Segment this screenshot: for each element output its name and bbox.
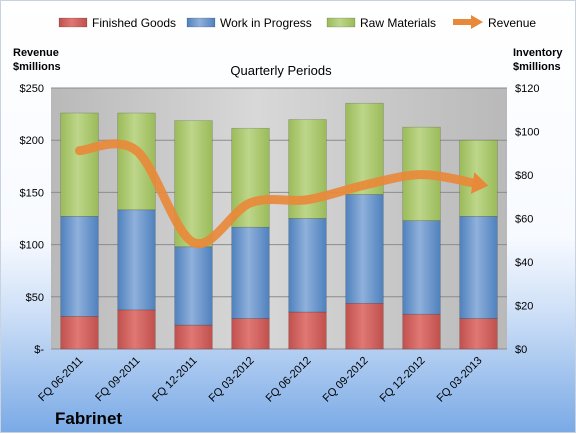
- left-tick-label: $200: [20, 135, 44, 147]
- left-axis-label-line2: $millions: [13, 61, 61, 73]
- bar-segment-finished-goods: [118, 310, 156, 349]
- right-tick-label: $120: [515, 83, 539, 95]
- right-tick-label: $80: [515, 170, 533, 182]
- legend-swatch-work-in-progress: [187, 18, 215, 27]
- right-axis-label-line2: $millions: [513, 61, 561, 73]
- bar-segment-work-in-progress: [175, 247, 213, 325]
- chart-title: Quarterly Periods: [230, 63, 332, 78]
- x-tick-label: FQ 12-2011: [150, 355, 199, 404]
- bar-segment-work-in-progress: [232, 227, 270, 318]
- x-tick-label: FQ 09-2012: [321, 355, 371, 405]
- bar-segment-finished-goods: [346, 303, 384, 349]
- x-tick-label: FQ 03-2013: [435, 355, 485, 405]
- bar-segment-finished-goods: [460, 319, 498, 349]
- x-tick-label: FQ 12-2012: [378, 355, 428, 405]
- x-tick-label: FQ 06-2012: [264, 355, 314, 405]
- legend-swatch-finished-goods: [59, 18, 87, 27]
- right-axis-label-line1: Inventory: [513, 47, 563, 59]
- legend-label: Revenue: [488, 16, 536, 30]
- right-tick-label: $40: [515, 257, 533, 269]
- bar-segment-work-in-progress: [403, 221, 441, 315]
- right-tick-label: $20: [515, 301, 533, 313]
- left-tick-label: $150: [20, 187, 44, 199]
- left-tick-label: $-: [34, 344, 44, 356]
- legend-label: Raw Materials: [360, 16, 436, 30]
- left-tick-label: $250: [20, 83, 44, 95]
- x-tick-label: FQ 03-2012: [207, 355, 257, 405]
- x-tick-label: FQ 09-2011: [93, 355, 142, 404]
- legend-swatch-raw-materials: [327, 18, 355, 27]
- bar-segment-work-in-progress: [289, 219, 327, 313]
- bar-segment-finished-goods: [289, 312, 327, 349]
- bar-segment-finished-goods: [175, 325, 213, 349]
- right-tick-label: $0: [515, 344, 527, 356]
- left-tick-label: $50: [26, 292, 44, 304]
- legend-label: Finished Goods: [92, 16, 176, 30]
- bar-segment-work-in-progress: [460, 216, 498, 318]
- right-tick-label: $100: [515, 127, 539, 139]
- company-name: Fabrinet: [55, 409, 122, 428]
- right-tick-label: $60: [515, 214, 533, 226]
- bar-segment-work-in-progress: [118, 210, 156, 310]
- bar-segment-finished-goods: [61, 316, 99, 349]
- x-tick-label: FQ 06-2011: [36, 355, 85, 404]
- legend-swatch-revenue-arrow: [471, 15, 483, 29]
- left-axis-label-line1: Revenue: [13, 47, 59, 59]
- bar-segment-work-in-progress: [61, 216, 99, 316]
- bar-segment-raw-materials: [61, 113, 99, 216]
- bar-segment-finished-goods: [232, 319, 270, 349]
- legend-label: Work in Progress: [220, 16, 312, 30]
- bar-segment-work-in-progress: [346, 195, 384, 304]
- bar-segment-finished-goods: [403, 314, 441, 349]
- left-tick-label: $100: [20, 240, 44, 252]
